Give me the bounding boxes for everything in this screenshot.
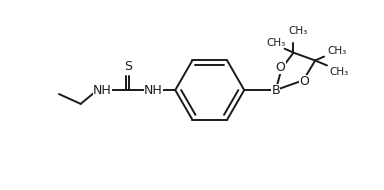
Text: CH₃: CH₃	[327, 46, 346, 56]
Text: B: B	[271, 84, 280, 97]
Text: NH: NH	[93, 84, 112, 97]
Text: CH₃: CH₃	[266, 38, 285, 48]
Text: O: O	[300, 75, 309, 88]
Text: S: S	[124, 60, 132, 73]
Text: CH₃: CH₃	[289, 26, 308, 36]
Text: CH₃: CH₃	[329, 67, 348, 77]
Text: NH: NH	[144, 84, 163, 97]
Text: O: O	[276, 61, 286, 74]
